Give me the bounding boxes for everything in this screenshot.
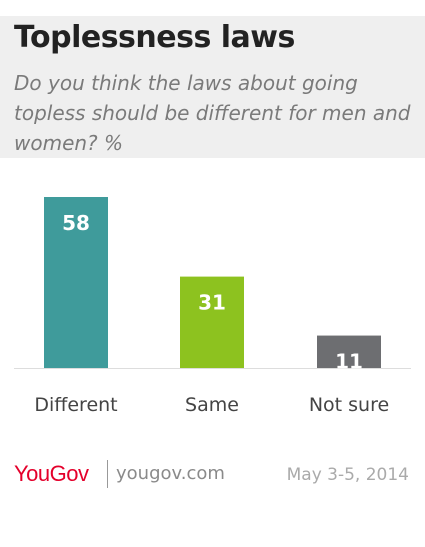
category-label: Same [185, 394, 239, 416]
yougov-logo: YouGov [14, 461, 89, 486]
survey-date: May 3-5, 2014 [286, 465, 409, 485]
footer-url: yougov.com [116, 463, 225, 484]
chart-subtitle: Do you think the laws about going toples… [14, 71, 411, 155]
data-label: 58 [62, 211, 90, 235]
data-label: 31 [198, 291, 226, 315]
category-label: Different [34, 394, 117, 416]
bar-same [180, 276, 244, 368]
data-label: 11 [335, 350, 363, 374]
chart-title: Toplessness laws [14, 20, 295, 55]
chart-header [0, 16, 425, 158]
category-label: Not sure [309, 394, 389, 416]
bar-different [44, 197, 108, 368]
footer-divider [107, 460, 108, 488]
bar-chart: 58 Different 31 Same 11 Not sure [14, 197, 411, 416]
bar-not-sure [317, 335, 381, 368]
